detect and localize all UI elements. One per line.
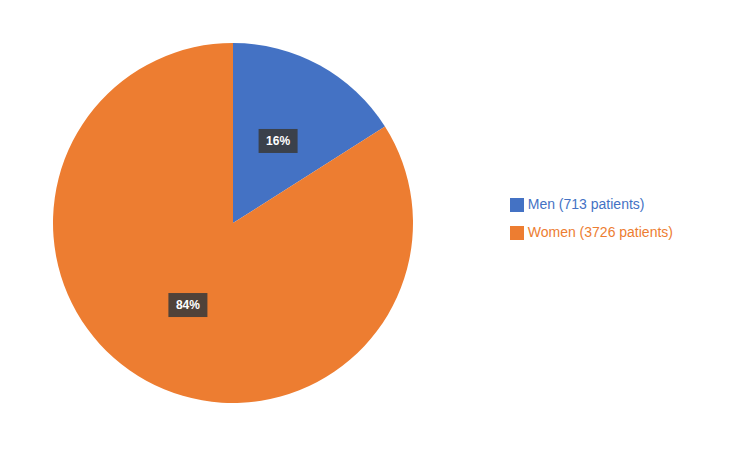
svg-text:84%: 84% xyxy=(176,298,200,312)
svg-text:16%: 16% xyxy=(266,134,290,148)
html-text:Women (3726 patients): Women (3726 patients) xyxy=(527,224,673,240)
html-text:Men (713 patients): Men (713 patients) xyxy=(527,196,645,212)
